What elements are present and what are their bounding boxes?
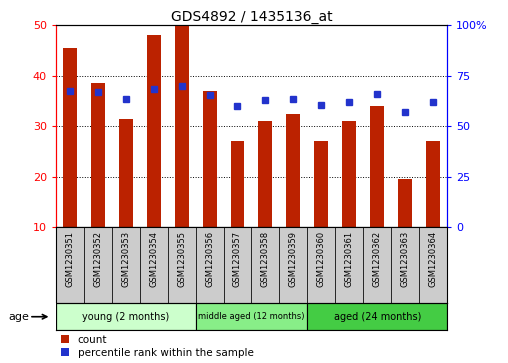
Bar [56, 227, 84, 303]
Text: young (2 months): young (2 months) [82, 312, 169, 322]
Text: aged (24 months): aged (24 months) [334, 312, 421, 322]
Bar [342, 121, 356, 227]
Bar [251, 227, 279, 303]
Bar [84, 227, 112, 303]
Bar [168, 227, 196, 303]
Bar [196, 227, 224, 303]
Text: GSM1230359: GSM1230359 [289, 231, 298, 287]
Bar [307, 303, 447, 330]
Bar [175, 25, 188, 227]
Bar [119, 119, 133, 227]
Text: GSM1230357: GSM1230357 [233, 231, 242, 287]
Bar [63, 48, 77, 227]
Text: GSM1230358: GSM1230358 [261, 231, 270, 287]
Text: GSM1230360: GSM1230360 [317, 231, 326, 287]
Bar [370, 106, 384, 227]
Bar [259, 121, 272, 227]
Bar [91, 83, 105, 227]
Bar [287, 114, 300, 227]
Text: GSM1230361: GSM1230361 [345, 231, 354, 287]
Bar [314, 141, 328, 227]
Title: GDS4892 / 1435136_at: GDS4892 / 1435136_at [171, 11, 332, 24]
Text: GSM1230355: GSM1230355 [177, 231, 186, 287]
Bar [112, 227, 140, 303]
Legend: count, percentile rank within the sample: count, percentile rank within the sample [61, 335, 253, 358]
Bar [203, 91, 216, 227]
Text: GSM1230356: GSM1230356 [205, 231, 214, 287]
Bar [398, 179, 412, 227]
Text: GSM1230363: GSM1230363 [401, 231, 409, 287]
Bar [140, 227, 168, 303]
Bar [196, 303, 307, 330]
Text: GSM1230364: GSM1230364 [429, 231, 437, 287]
Bar [224, 227, 251, 303]
Bar [147, 36, 161, 227]
Text: GSM1230353: GSM1230353 [121, 231, 130, 287]
Bar [279, 227, 307, 303]
Bar [307, 227, 335, 303]
Bar [391, 227, 419, 303]
Bar [231, 141, 244, 227]
Text: GSM1230362: GSM1230362 [373, 231, 382, 287]
Text: GSM1230354: GSM1230354 [149, 231, 158, 287]
Bar [56, 303, 196, 330]
Text: middle aged (12 months): middle aged (12 months) [198, 312, 305, 321]
Text: age: age [8, 312, 29, 322]
Text: GSM1230352: GSM1230352 [93, 231, 102, 287]
Bar [419, 227, 447, 303]
Text: GSM1230351: GSM1230351 [66, 231, 74, 287]
Bar [335, 227, 363, 303]
Bar [363, 227, 391, 303]
Bar [426, 141, 440, 227]
